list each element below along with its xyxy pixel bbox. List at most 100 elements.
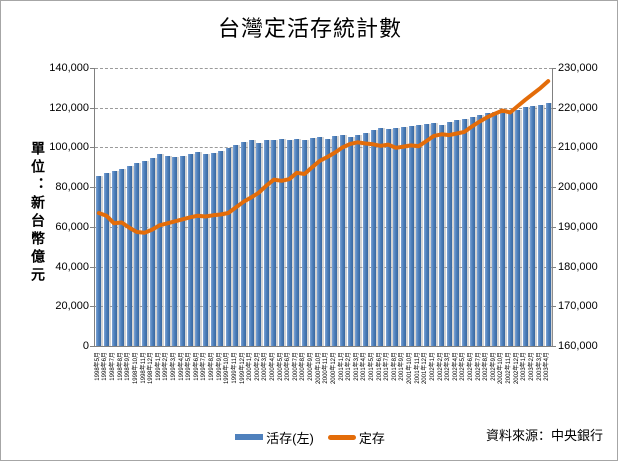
x-axis-label: 2000年10月: [315, 352, 322, 385]
bar: [279, 138, 285, 346]
x-axis-label: 2002年5月: [460, 352, 467, 381]
x-axis-label: 2000年1月: [247, 352, 254, 381]
x-axis-label: 2001年7月: [384, 352, 391, 381]
x-axis-label: 2002年6月: [468, 352, 475, 381]
x-axis-label: 2000年12月: [330, 352, 337, 385]
x-axis-label: 2000年4月: [269, 352, 276, 381]
x-axis-label: 1998年12月: [148, 352, 155, 385]
x-axis-label: 1999年1月: [155, 352, 162, 381]
bar: [96, 176, 102, 346]
x-axis-label: 2000年6月: [285, 352, 292, 381]
x-axis-label: 1999年8月: [209, 352, 216, 381]
axis-tick-mark: [552, 68, 556, 69]
x-axis-label: 1999年11月: [231, 352, 238, 384]
line-series: [96, 79, 551, 235]
bar: [180, 156, 186, 346]
x-axis-label: 2002年2月: [437, 352, 444, 381]
x-axis-label: 2001年3月: [353, 352, 360, 381]
bar: [225, 148, 231, 346]
x-axis-label: 2001年4月: [361, 352, 368, 381]
x-axis-label: 2001年1月: [338, 352, 345, 381]
gridline: [95, 226, 552, 228]
bar: [241, 142, 247, 346]
bar: [492, 111, 498, 346]
legend: 活存(左) 定存: [1, 427, 617, 447]
axis-tick-mark: [552, 266, 556, 268]
x-axis-label: 2000年11月: [323, 352, 330, 384]
x-axis-label: 2001年6月: [376, 352, 383, 381]
bar: [416, 124, 422, 346]
bar: [309, 137, 315, 346]
bar: [263, 139, 269, 346]
legend-item-time-deposits: 定存: [327, 428, 385, 447]
bar: [202, 154, 208, 346]
bar: [484, 112, 490, 346]
x-axis-label: 2001年5月: [369, 352, 375, 381]
right-axis-tick-label: 230,000: [558, 62, 598, 74]
x-axis-label: 1999年6月: [193, 352, 200, 381]
x-axis-label: 2003年3月: [536, 352, 543, 381]
x-axis-label: 1998年6月: [102, 352, 109, 381]
x-axis-label: 2002年3月: [445, 352, 452, 381]
left-axis-tick-label: 80,000: [55, 181, 89, 194]
gridline: [95, 68, 552, 69]
bar: [119, 169, 125, 346]
x-axis-label: 2001年9月: [399, 352, 406, 381]
x-axis-label: 1998年9月: [125, 352, 132, 381]
bar: [393, 127, 399, 346]
bar: [408, 125, 414, 346]
legend-label: 活存(左): [266, 430, 314, 446]
x-axis-label: 2000年9月: [308, 352, 315, 381]
bar: [271, 140, 277, 346]
x-axis-label: 2000年5月: [277, 352, 284, 381]
gridline: [95, 147, 552, 149]
bar: [522, 106, 528, 346]
x-axis-label: 1999年5月: [186, 352, 193, 381]
x-axis-label: 2000年8月: [300, 352, 307, 381]
bar: [362, 132, 368, 346]
data-source-note: 資料來源：中央銀行: [485, 428, 603, 443]
line-series-swatch: [327, 434, 356, 440]
bar: [126, 166, 132, 346]
x-axis-label: 2002年9月: [490, 352, 497, 381]
legend-label: 定存: [358, 430, 385, 446]
axis-tick-mark: [552, 187, 556, 189]
x-axis-label: 2000年2月: [254, 352, 261, 381]
x-axis-label: 2003年1月: [521, 352, 528, 381]
x-axis-label: 1998年7月: [110, 352, 117, 381]
x-axis-label: 2002年12月: [513, 352, 520, 385]
bar: [423, 123, 429, 346]
bar: [499, 108, 505, 346]
left-axis-tick-label: 20,000: [55, 300, 89, 313]
plot-area: [94, 68, 553, 347]
bar: [461, 118, 467, 346]
right-axis-tick-label: 190,000: [558, 220, 598, 233]
gridline: [95, 187, 552, 189]
axis-tick-mark: [552, 306, 556, 308]
bar: [385, 128, 391, 346]
x-axis-label: 1999年2月: [163, 352, 170, 381]
x-axis-label: 2001年10月: [407, 352, 414, 385]
axis-tick-mark: [90, 346, 94, 347]
gridline: [95, 266, 552, 268]
axis-tick-mark: [552, 346, 556, 347]
x-axis-label: 2002年8月: [483, 352, 490, 381]
chart-title: 台灣定活存統計數: [217, 16, 402, 41]
bar: [256, 143, 262, 346]
bar: [477, 114, 483, 346]
bar: [286, 140, 292, 346]
bar: [454, 119, 460, 346]
x-axis-label: 2003年2月: [528, 352, 535, 381]
bar: [469, 116, 475, 346]
bar: [370, 129, 376, 346]
bar: [324, 138, 330, 346]
x-axis-label: 1998年10月: [132, 352, 139, 385]
axis-tick-mark: [90, 147, 94, 149]
axis-tick-mark: [90, 68, 94, 69]
bar: [530, 105, 536, 346]
x-axis-label: 1998年5月: [94, 352, 101, 381]
bar: [134, 163, 140, 346]
right-axis-tick-label: 210,000: [558, 141, 598, 154]
x-axis-label: 2002年10月: [498, 352, 505, 385]
